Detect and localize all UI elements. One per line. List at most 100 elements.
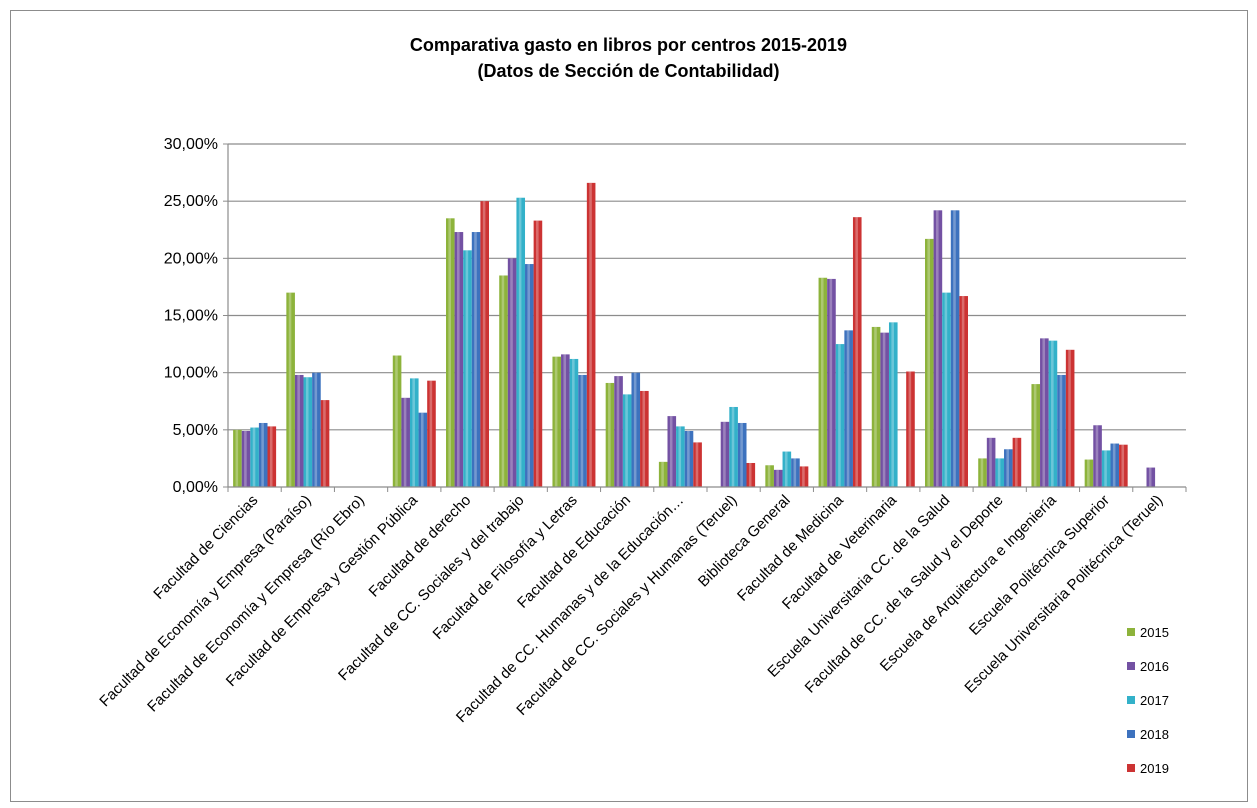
- bar-highlight: [1104, 450, 1107, 487]
- bar: [480, 201, 489, 487]
- bar-body: [1110, 443, 1120, 487]
- bar-body: [578, 374, 587, 487]
- legend-swatch: [1127, 764, 1135, 772]
- bar: [950, 210, 960, 487]
- bar-highlight: [429, 380, 433, 487]
- bar-highlight: [554, 356, 558, 487]
- bar: [1110, 443, 1120, 487]
- bar: [233, 429, 242, 487]
- bar-body: [773, 469, 783, 487]
- bar: [658, 461, 668, 487]
- bar-body: [258, 422, 268, 487]
- bar-highlight: [465, 250, 469, 487]
- bar-highlight: [1112, 443, 1116, 487]
- bar-highlight: [1051, 340, 1054, 487]
- bar: [569, 358, 579, 487]
- category-label: Biblioteca General: [695, 492, 794, 591]
- bar: [640, 390, 649, 487]
- bar: [676, 426, 685, 487]
- bar-body: [782, 451, 792, 487]
- bar-highlight: [678, 426, 682, 487]
- bar-highlight: [1095, 425, 1099, 487]
- category-label: Facultad de CC. Sociales y del trabajo: [335, 492, 527, 684]
- bar-body: [827, 278, 836, 487]
- bar-body: [552, 356, 562, 487]
- bar-body: [569, 358, 579, 487]
- bar: [765, 465, 774, 487]
- bar-highlight: [589, 182, 592, 487]
- bar-highlight: [767, 465, 771, 487]
- bar-highlight: [961, 296, 965, 487]
- legend-label: 2017: [1140, 693, 1169, 708]
- bar-highlight: [395, 355, 398, 487]
- bar: [995, 458, 1005, 487]
- bar: [782, 451, 792, 487]
- bar: [737, 422, 747, 487]
- bar: [418, 412, 428, 487]
- bar-highlight: [802, 466, 805, 487]
- legend-label: 2015: [1140, 625, 1169, 640]
- axes: [227, 144, 1187, 492]
- bar-highlight: [927, 238, 930, 487]
- bar-highlight: [1042, 338, 1046, 487]
- y-tick-label: 10,00%: [164, 365, 218, 382]
- bar-highlight: [261, 422, 264, 487]
- bar-highlight: [748, 462, 752, 487]
- bar-body: [791, 458, 800, 487]
- category-label: Facultad de derecho: [366, 492, 475, 601]
- bar-body: [880, 332, 889, 487]
- chart-subtitle: (Datos de Sección de Contabilidad): [477, 61, 780, 81]
- bar-body: [1048, 340, 1058, 487]
- bar-body: [561, 354, 570, 487]
- bar-highlight: [625, 394, 628, 487]
- bar-body: [658, 461, 668, 487]
- bar-body: [1093, 425, 1102, 487]
- bar-body: [888, 322, 898, 487]
- bar: [401, 397, 410, 487]
- bar: [888, 322, 898, 487]
- bar-highlight: [314, 372, 318, 487]
- bar-highlight: [457, 232, 460, 487]
- category-label: Facultad de Medicina: [734, 491, 847, 604]
- y-tick-label: 25,00%: [164, 193, 218, 210]
- bar-highlight: [661, 461, 664, 487]
- bar-body: [480, 201, 489, 487]
- bar-body: [737, 422, 747, 487]
- bars: [233, 182, 1156, 488]
- legend-item: 2016: [1127, 659, 1169, 674]
- bar: [1101, 450, 1111, 487]
- bar-body: [401, 397, 410, 487]
- bar-highlight: [953, 210, 956, 487]
- bar-body: [871, 326, 881, 487]
- bar-highlight: [784, 451, 788, 487]
- bar: [925, 238, 934, 487]
- bar: [667, 416, 677, 487]
- bar: [693, 442, 702, 487]
- bar: [303, 377, 313, 487]
- bar-highlight: [642, 390, 646, 487]
- bar-body: [765, 465, 774, 487]
- bar-body: [676, 426, 685, 487]
- bar-highlight: [731, 406, 735, 487]
- bar-highlight: [244, 430, 247, 487]
- bar-body: [729, 406, 738, 487]
- bar: [880, 332, 889, 487]
- bar-body: [507, 258, 517, 487]
- bar-body: [942, 292, 951, 487]
- bar-highlight: [1087, 459, 1090, 487]
- bar-highlight: [695, 442, 699, 487]
- bar-highlight: [518, 197, 522, 487]
- bar-body: [693, 442, 702, 487]
- bar-body: [746, 462, 756, 487]
- bar: [906, 371, 915, 487]
- bar-body: [1012, 437, 1022, 487]
- bar: [844, 330, 853, 487]
- bar: [533, 220, 543, 487]
- bar: [499, 275, 508, 487]
- category-label: Facultad de Economía y Empresa (Río Ebro…: [144, 492, 368, 716]
- bar: [622, 394, 632, 487]
- bar-highlight: [882, 332, 886, 487]
- bar-body: [933, 210, 943, 487]
- legend-label: 2018: [1140, 727, 1169, 742]
